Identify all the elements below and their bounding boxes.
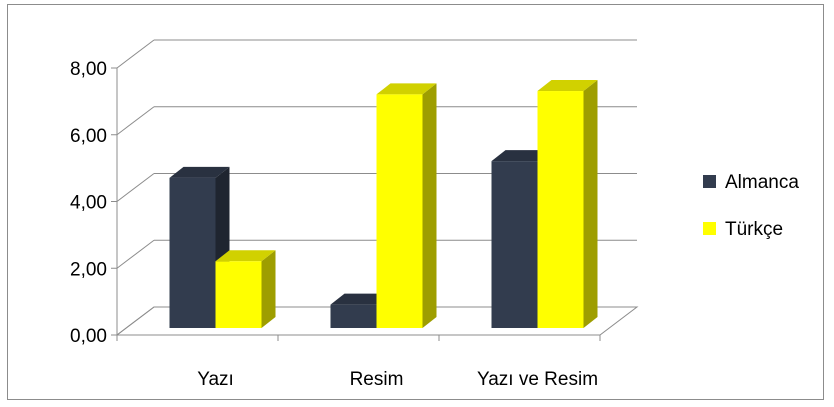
legend-swatch (703, 222, 716, 235)
bar (376, 83, 437, 328)
gridline-diagonal (116, 173, 155, 202)
legend-label: Almanca (725, 172, 799, 193)
y-tick-label: 0,00 (70, 326, 107, 347)
x-axis-category-labels: Yazı Resim Yazı ve Resim (197, 369, 598, 390)
x-category-label: Resim (350, 369, 404, 390)
bars (169, 80, 598, 328)
axes (111, 67, 601, 341)
bar-top (330, 293, 391, 305)
bar-front (330, 304, 377, 328)
legend-label: Türkçe (725, 219, 783, 240)
bar-top (215, 250, 276, 262)
bar (537, 80, 598, 328)
bar-top (537, 80, 598, 92)
bar-side (422, 83, 437, 328)
bar-front (537, 91, 584, 328)
y-tick-label: 8,00 (70, 59, 107, 80)
bar-front (215, 261, 262, 328)
bar-front (169, 177, 216, 328)
bar-top (376, 83, 437, 95)
bar-side (583, 80, 598, 328)
gridline-diagonal (116, 106, 155, 136)
y-axis-tick-labels: 0,00 2,00 4,00 6,00 8,00 (70, 59, 107, 347)
bar-top (491, 150, 552, 162)
x-category-label: Yazı (197, 369, 234, 390)
bar (215, 250, 276, 328)
x-category-label: Yazı ve Resim (477, 369, 598, 390)
gridline-diagonal (116, 239, 155, 269)
bar-side (261, 250, 276, 328)
bar-front (376, 94, 423, 328)
y-tick-label: 6,00 (70, 126, 107, 147)
gridline-diagonal (116, 39, 155, 69)
gridline-diagonal (116, 306, 155, 336)
bar-front (491, 161, 538, 328)
legend-swatch (703, 175, 716, 188)
y-tick-label: 2,00 (70, 259, 107, 280)
y-tick-label: 4,00 (70, 193, 107, 214)
legend: Almanca Türkçe (703, 172, 799, 240)
bar-top (169, 166, 230, 178)
